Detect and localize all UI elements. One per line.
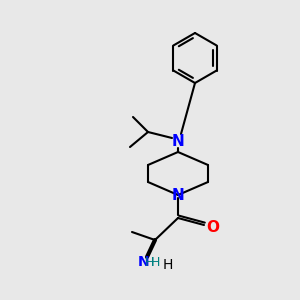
Text: H: H	[144, 256, 154, 269]
Text: N: N	[172, 134, 184, 149]
Text: N: N	[138, 255, 150, 269]
Text: O: O	[206, 220, 220, 236]
Text: H: H	[163, 258, 173, 272]
Text: H: H	[150, 256, 160, 268]
Text: N: N	[172, 188, 184, 202]
